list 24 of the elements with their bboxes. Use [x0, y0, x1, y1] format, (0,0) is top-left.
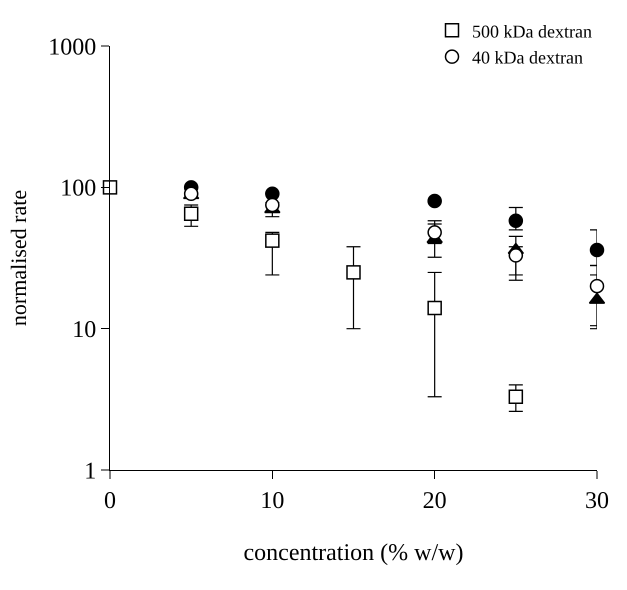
legend-label: 40 kDa dextran [472, 48, 583, 68]
y-tick-label: 1000 [48, 34, 96, 60]
y-tick-label: 100 [60, 176, 96, 202]
point [265, 233, 280, 248]
point [184, 206, 198, 222]
x-tick-label: 0 [104, 488, 116, 514]
y-tick-label: 10 [72, 317, 96, 344]
point [346, 265, 361, 280]
x-tick-label: 10 [260, 488, 284, 514]
y-axis-title: normalised rate [6, 190, 31, 326]
point [508, 389, 524, 404]
y-tick-label: 1 [84, 458, 96, 484]
point [427, 300, 442, 316]
point [427, 225, 442, 240]
point [508, 248, 524, 263]
x-tick-label: 30 [585, 488, 609, 514]
point [590, 242, 604, 258]
x-tick-label: 20 [422, 488, 447, 514]
point [427, 194, 442, 208]
legend-label: 500 kDa dextran [472, 21, 592, 42]
point [102, 180, 118, 195]
point [508, 214, 524, 228]
point [590, 278, 604, 294]
x-axis-title: concentration (% w/w) [244, 540, 464, 566]
